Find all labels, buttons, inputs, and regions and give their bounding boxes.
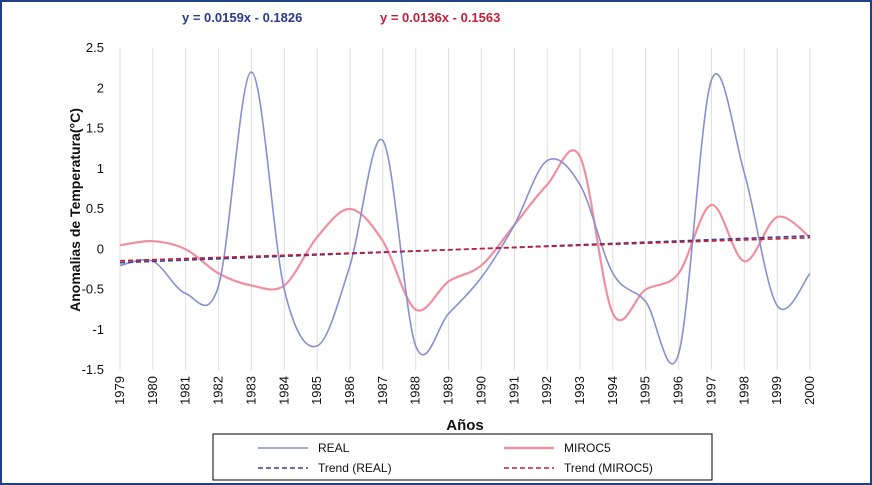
trend-line-miroc5	[119, 236, 811, 262]
legend-label-miroc5: MIROC5	[564, 441, 611, 455]
legend-label-real: REAL	[318, 441, 350, 455]
legend-label-trend-real: Trend (REAL)	[318, 461, 392, 475]
y-tick-label: 2	[97, 80, 104, 95]
x-tick-label: 1992	[539, 376, 554, 405]
x-tick-label: 1999	[769, 376, 784, 405]
y-axis-label: Anomalias de Temperatura(°C)	[67, 108, 83, 312]
x-tick-label: 1991	[506, 376, 521, 405]
x-axis-label: Años	[446, 417, 484, 434]
x-tick-label: 1993	[572, 376, 587, 405]
y-tick-label: -0.5	[82, 282, 104, 297]
x-tick-label: 1996	[671, 376, 686, 405]
x-tick-label: 1987	[375, 376, 390, 405]
x-axis-ticks: 1979 1980 1981 1982 1983 1984 1985 1986 1987 1988…	[112, 376, 817, 405]
y-tick-label: 0.5	[86, 201, 104, 216]
series-line-real	[119, 71, 811, 365]
legend-label-trend-miroc5: Trend (MIROC5)	[564, 461, 653, 475]
x-tick-label: 1989	[441, 376, 456, 405]
x-tick-label: 1985	[309, 376, 324, 405]
y-tick-label: -1	[92, 322, 104, 337]
x-tick-label: 1979	[112, 376, 127, 405]
x-tick-label: 1994	[605, 376, 620, 405]
y-tick-label: 2.5	[86, 40, 104, 55]
x-tick-label: 2000	[802, 376, 817, 405]
x-tick-label: 1982	[211, 376, 226, 405]
x-tick-label: 1983	[243, 376, 258, 405]
vertical-gridlines	[119, 48, 811, 370]
x-tick-label: 1988	[408, 376, 423, 405]
y-tick-label: 1	[97, 161, 104, 176]
x-tick-label: 1981	[178, 376, 193, 405]
legend-box	[212, 433, 713, 481]
trend-equation-real: y = 0.0159x - 0.1826	[182, 10, 302, 25]
series-line-miroc5	[119, 149, 811, 322]
y-axis-ticks: 2.5 2 1.5 1 0.5 0 -0.5 -1 -1.5	[82, 40, 104, 377]
x-tick-label: 1995	[638, 376, 653, 405]
x-tick-label: 1980	[145, 376, 160, 405]
series-lines	[119, 71, 811, 365]
x-tick-label: 1990	[473, 376, 488, 405]
x-tick-label: 1997	[703, 376, 718, 405]
y-tick-label: -1.5	[82, 362, 104, 377]
x-tick-label: 1986	[342, 376, 357, 405]
legend: REAL MIROC5 Trend (REAL) Trend (MIROC5)	[212, 433, 713, 481]
y-tick-label: 0	[97, 241, 104, 256]
trend-equation-miroc5: y = 0.0136x - 0.1563	[380, 10, 500, 25]
x-tick-label: 1998	[736, 376, 751, 405]
y-tick-label: 1.5	[86, 121, 104, 136]
x-tick-label: 1984	[276, 376, 291, 405]
